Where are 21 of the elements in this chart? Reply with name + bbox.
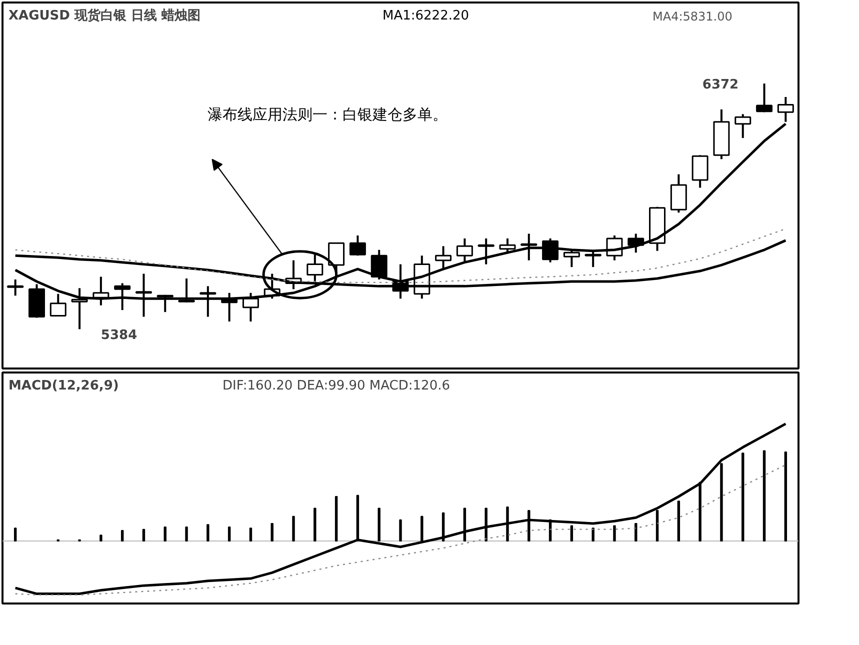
annotation: 6372	[702, 78, 739, 93]
candlestick	[478, 237, 494, 266]
candlestick	[306, 254, 324, 284]
annotation: 5384	[100, 328, 138, 344]
candlestick	[456, 237, 473, 264]
text: MA4:5831.00	[652, 10, 732, 24]
candlestick	[7, 278, 24, 297]
candlestick	[499, 237, 516, 254]
candlestick	[734, 113, 752, 140]
candlestick	[349, 234, 366, 257]
candlestick	[370, 248, 388, 280]
candlestick	[756, 82, 773, 114]
annotation: 瀑布线应用法则一：白银建仓多单。	[208, 106, 448, 124]
chart-title: XAGUSD 现货白银 日线 蜡烛图	[8, 8, 201, 24]
candlestick	[520, 232, 538, 262]
text: MA1:6222.20	[382, 8, 470, 24]
candlestick	[563, 250, 580, 268]
candlestick	[584, 250, 602, 268]
candlestick	[692, 154, 708, 189]
chart-title: MACD(12,26,9)	[8, 378, 119, 394]
chart-subtitle: DIF:160.20 DEA:99.90 MACD:120.6	[222, 378, 450, 394]
